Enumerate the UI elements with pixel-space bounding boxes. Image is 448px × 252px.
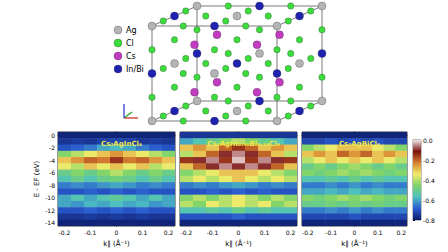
svg-text:0: 0: [353, 229, 357, 236]
svg-text:-8: -8: [49, 182, 55, 189]
svg-text:-0.1: -0.1: [207, 229, 219, 236]
svg-text:Ag: Ag: [126, 26, 137, 35]
svg-text:0.1: 0.1: [138, 229, 148, 236]
svg-text:0.1: 0.1: [260, 229, 270, 236]
svg-text:-2: -2: [49, 144, 55, 151]
svg-text:0: 0: [115, 229, 119, 236]
svg-text:-14: -14: [45, 219, 55, 226]
svg-text:-0.2: -0.2: [181, 229, 193, 236]
svg-text:-4: -4: [49, 157, 55, 164]
svg-text:0: 0: [51, 132, 55, 139]
svg-text:0.2: 0.2: [164, 229, 174, 236]
svg-text:Cs₂AgIn₀.₉₀Bi₀.₁₀Cl₆: Cs₂AgIn₀.₉₀Bi₀.₁₀Cl₆: [207, 140, 279, 148]
svg-text:In/Bi: In/Bi: [126, 65, 144, 74]
svg-text:-0.2: -0.2: [302, 229, 314, 236]
svg-text:-0.6: -0.6: [423, 197, 435, 204]
svg-text:0.2: 0.2: [286, 229, 296, 236]
svg-text:0.2: 0.2: [396, 229, 406, 236]
svg-text:E - EF (eV): E - EF (eV): [33, 160, 41, 197]
svg-text:k∥ (Å⁻¹): k∥ (Å⁻¹): [341, 239, 368, 248]
svg-text:k∥ (Å⁻¹): k∥ (Å⁻¹): [103, 239, 130, 248]
svg-text:Cl: Cl: [126, 39, 134, 48]
svg-text:-0.8: -0.8: [423, 217, 435, 224]
svg-text:0.1: 0.1: [373, 229, 383, 236]
svg-text:-0.1: -0.1: [85, 229, 97, 236]
svg-text:-12: -12: [45, 207, 55, 214]
svg-text:0: 0: [237, 229, 241, 236]
svg-text:-6: -6: [49, 169, 55, 176]
svg-text:Cs: Cs: [126, 52, 136, 61]
svg-text:-0.4: -0.4: [423, 177, 435, 184]
svg-text:Cs₂AgBiCl₆: Cs₂AgBiCl₆: [339, 140, 380, 148]
svg-text:-0.2: -0.2: [59, 229, 71, 236]
svg-text:-0.1: -0.1: [325, 229, 337, 236]
svg-text:k∥ (Å⁻¹): k∥ (Å⁻¹): [225, 239, 252, 248]
svg-text:Cs₂AgInCl₆: Cs₂AgInCl₆: [101, 140, 142, 148]
svg-text:-0.2: -0.2: [423, 157, 435, 164]
svg-text:-10: -10: [45, 194, 55, 201]
svg-text:0.0: 0.0: [423, 137, 433, 144]
